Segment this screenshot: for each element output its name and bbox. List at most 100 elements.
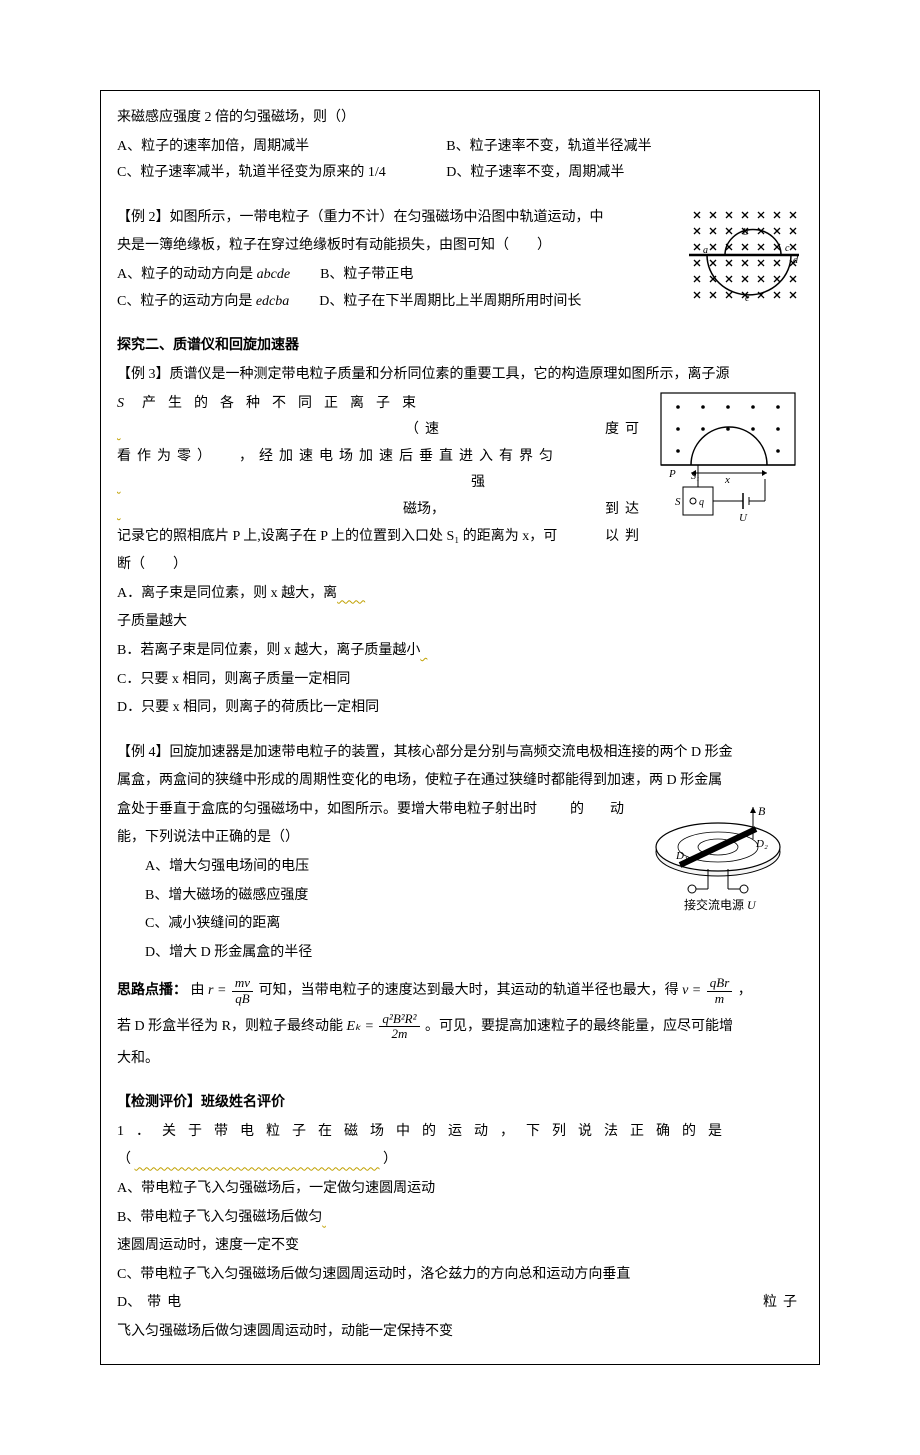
ex3-optB: B．若离子束是同位素，则 x 越大，离子质量越小	[117, 638, 803, 665]
eval-q1-text: ．关于带电粒子在磁场中的运动，下列说法正确的是	[136, 1119, 734, 1146]
hint-line2: 若 D 形盒半径为 R，则粒子最终动能 Eₖ = q²B²R² 2m 。可见，要…	[117, 1010, 803, 1044]
eval-wavy-paren	[135, 1152, 380, 1167]
ex3-row-produce: S 产生的各种不同正离子束	[117, 391, 645, 418]
ex4-stem3-r: 的 动	[570, 797, 630, 824]
ex2-figure: a b c d e	[685, 205, 803, 316]
hint-r-frac: mv qB	[232, 976, 253, 1006]
ex2-row2: C、粒子的运动方向是 edcba D、粒子在下半周期比上半周期所用时间长	[117, 289, 677, 316]
ex2-block: a b c d e 【例 2】如图所示，一带电粒子（重力不计）在匀强磁场中沿图中…	[117, 205, 803, 316]
hint-t2: 可知，当带电粒子的速度达到最大时，其运动的轨道半径也最大，得	[259, 983, 679, 998]
hint-t4: 大和。	[117, 1046, 803, 1073]
ex4-optD: D、增大 D 形金属盒的半径	[117, 940, 803, 967]
hint-v-frac: qBr m	[707, 976, 733, 1006]
eval-q1-stem: 1 ．关于带电粒子在磁场中的运动，下列说法正确的是	[117, 1119, 803, 1146]
svg-text:P: P	[668, 468, 676, 480]
ex4-stem1: 【例 4】回旋加速器是加速带电粒子的装置，其核心部分是分别与高频交流电极相连接的…	[117, 740, 803, 767]
ex3-strong: 强	[471, 470, 485, 497]
ex2-optC: C、粒子的运动方向是 edcba	[117, 289, 289, 316]
ex3-row-field: 磁场， 到达	[117, 497, 645, 524]
hint-t3l: 若 D 形盒半径为 R，则粒子最终动能	[117, 1019, 343, 1034]
ex3-v0-l: 看作为零）	[117, 444, 217, 471]
eval-optB2: 速圆周运动时，速度一定不变	[117, 1233, 803, 1260]
hint-title: 思路点播：	[117, 983, 187, 998]
ex1-optD: D、粒子速率不变，周期减半	[446, 160, 775, 187]
ex3-wavy1	[117, 417, 405, 444]
ex3-wavy4	[337, 586, 365, 601]
ex3-optC: C．只要 x 相同，则离子质量一定相同	[117, 667, 803, 694]
ex2-optA: A、粒子的动动方向是 abcde	[117, 262, 290, 289]
ex3-judge-r: 以判	[605, 524, 645, 551]
ex1-optA: A、粒子的速率加倍，周期减半	[117, 134, 446, 161]
svg-text:q: q	[699, 497, 704, 508]
ex4-stem2: 属盒，两盒间的狭缝中形成的周期性变化的电场，使粒子在通过狭缝时都能得到加速，两 …	[117, 768, 803, 795]
svg-text:D₂: D₂	[755, 838, 768, 850]
eval-title: 【检测评价】班级姓名评价	[117, 1090, 803, 1117]
ex1-line1: 来磁感应强度 2 倍的匀强磁场，则（）	[117, 105, 803, 132]
ex3-row-record: 记录它的照相底片 P 上,设离子在 P 上的位置到入口处 S₁ 的距离为 x，可…	[117, 524, 645, 551]
hint-r-eq: r =	[208, 983, 226, 998]
hint-comma: ，	[738, 983, 752, 998]
ex3-record: 记录它的照相底片 P 上,设离子在 P 上的位置到入口处 S₁ 的距离为 x，可	[117, 524, 557, 551]
hint-block: 思路点播： 由 r = mv qB 可知，当带电粒子的速度达到最大时，其运动的轨…	[117, 974, 803, 1008]
hint-Ek-frac: q²B²R² 2m	[379, 1012, 419, 1042]
ex3-produce: 产生的各种不同正离子束	[142, 391, 428, 418]
ex3-block: 【例 3】质谱仪是一种测定带电粒子质量和分析同位素的重要工具，它的构造原理如图所…	[117, 362, 803, 722]
svg-text:e: e	[745, 293, 750, 304]
svg-text:a: a	[703, 245, 708, 256]
svg-text:接交流电源 U: 接交流电源 U	[684, 897, 757, 912]
ex3-wavy2	[117, 470, 463, 497]
svg-text:D₁: D₁	[675, 850, 688, 862]
eval-q1-num: 1	[117, 1119, 136, 1146]
eval-optC: C、带电粒子飞入匀强磁场后做匀速圆周运动时，洛仑兹力的方向总和运动方向垂直	[117, 1262, 803, 1289]
svg-text:b: b	[743, 227, 748, 238]
ex3-optA2: 子质量越大	[117, 609, 803, 636]
eval-optD2: 飞入匀强磁场后做匀速圆周运动时，动能一定保持不变	[117, 1319, 803, 1346]
ex4-block: 【例 4】回旋加速器是加速带电粒子的装置，其核心部分是分别与高频交流电极相连接的…	[117, 740, 803, 969]
section2-title: 探究二、质谱仪和回旋加速器	[117, 333, 803, 360]
ex4-stem3: 盒处于垂直于盒底的匀强磁场中，如图所示。要增大带电粒子射出时 的 动	[117, 797, 630, 824]
page-frame: 来磁感应强度 2 倍的匀强磁场，则（） A、粒子的速率加倍，周期减半 B、粒子速…	[100, 90, 820, 1365]
ex3-optD: D．只要 x 相同，则离子的荷质比一定相同	[117, 695, 803, 722]
hint-t1: 由	[191, 983, 205, 998]
ex3-wavy3	[117, 497, 395, 524]
eval-block: 【检测评价】班级姓名评价 1 ．关于带电粒子在磁场中的运动，下列说法正确的是 （…	[117, 1090, 803, 1345]
eval-optD1-l: D	[117, 1290, 127, 1317]
ex2-row1: A、粒子的动动方向是 abcde B、粒子带正电	[117, 262, 677, 289]
ex3-speed-l: （速	[405, 417, 445, 444]
svg-text:c: c	[785, 243, 790, 254]
ex3-v0-m: ，经加速电场加速后垂直进入有界匀	[239, 444, 559, 471]
ex4-stem3-l: 盒处于垂直于盒底的匀强磁场中，如图所示。要增大带电粒子射出时	[117, 797, 537, 824]
eval-optD1: D 、带电 粒子	[117, 1290, 803, 1317]
svg-text:U: U	[739, 512, 748, 524]
ex3-speed-r: 度可	[605, 417, 645, 444]
ex3-field-l: 磁场，	[403, 497, 445, 524]
ex3-figure: P x S₁ S q U	[653, 387, 803, 538]
ex3-row-v0: 看作为零） ，经加速电场加速后垂直进入有界匀	[117, 444, 645, 471]
ex3-judge2: 断（ ）	[117, 552, 803, 579]
ex2-optD: D、粒子在下半周期比上半周期所用时间长	[319, 289, 581, 316]
ex1-optC: C、粒子速率减半，轨道半径变为原来的 1/4	[117, 160, 446, 187]
ex3-optA1: A．离子束是同位素，则 x 越大，离	[117, 581, 803, 608]
ex1-optB: B、粒子速率不变，轨道半径减半	[446, 134, 775, 161]
svg-text:S: S	[675, 496, 681, 508]
eval-optA: A、带电粒子飞入匀强磁场后，一定做匀速圆周运动	[117, 1176, 803, 1203]
svg-text:B: B	[758, 804, 766, 818]
svg-text:d: d	[793, 255, 799, 266]
ex1-options-row2: C、粒子速率减半，轨道半径变为原来的 1/4 D、粒子速率不变，周期减半	[117, 160, 803, 187]
hint-t3r: 。可见，要提高加速粒子的最终能量，应尽可能增	[425, 1019, 733, 1034]
eval-optB1: B、带电粒子飞入匀强磁场后做匀	[117, 1205, 803, 1232]
hint-Ek-eq: Eₖ =	[346, 1019, 373, 1034]
ex3-stem-lead: 【例 3】质谱仪是一种测定带电粒子质量和分析同位素的重要工具，它的构造原理如图所…	[117, 362, 803, 389]
ex3-S: S	[117, 391, 124, 418]
ex4-figure: B D₁ D₂ 接交流电源 U	[638, 797, 803, 928]
ex3-row-strong: 强	[117, 470, 645, 497]
eval-optD1-r: 粒子	[763, 1290, 803, 1317]
ex3-field-r: 到达	[605, 497, 645, 524]
ex3-row-speed: （速 度可	[117, 417, 645, 444]
eval-optD1-m: 、带电	[127, 1290, 187, 1317]
ex1-options-row1: A、粒子的速率加倍，周期减半 B、粒子速率不变，轨道半径减半	[117, 134, 803, 161]
eval-q1-paren: （ ）	[117, 1147, 803, 1174]
hint-v-eq: v =	[682, 983, 701, 998]
ex2-optB: B、粒子带正电	[320, 262, 413, 289]
svg-text:x: x	[724, 474, 730, 486]
